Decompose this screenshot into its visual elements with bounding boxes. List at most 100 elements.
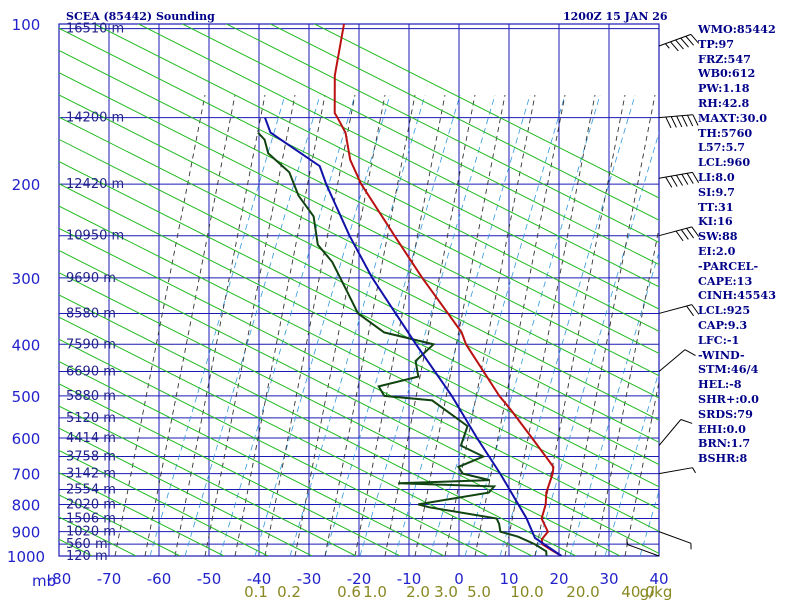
height-label: 2020 m bbox=[66, 497, 116, 512]
wind-barb-staff bbox=[658, 171, 693, 179]
height-label: 1506 m bbox=[66, 511, 116, 526]
height-label: 12420 m bbox=[66, 177, 124, 192]
wind-barb-flag bbox=[686, 305, 695, 317]
wind-barb bbox=[658, 531, 692, 550]
dry-adiabat-line bbox=[59, 227, 659, 532]
moist-adiabat-line bbox=[474, 94, 566, 556]
height-label: 3758 m bbox=[66, 449, 116, 464]
index-item: RH:42.8 bbox=[698, 95, 750, 110]
pressure-tick-label: 500 bbox=[12, 388, 41, 406]
dry-adiabat-line bbox=[59, 161, 659, 466]
height-label: 2554 m bbox=[66, 483, 116, 498]
wind-barb-flag bbox=[670, 41, 679, 52]
wind-barb-staff bbox=[658, 419, 682, 446]
mixing-ratio-line bbox=[324, 94, 461, 556]
mixing-ratio-line bbox=[149, 94, 286, 556]
dry-adiabat-lines bbox=[59, 24, 659, 556]
mixing-ratio-tick-label: 0.1 bbox=[244, 583, 268, 600]
wind-barb-flag bbox=[665, 176, 673, 188]
dry-adiabat-line bbox=[59, 427, 313, 556]
wind-barb-staff bbox=[658, 304, 692, 314]
dry-adiabat-line bbox=[59, 94, 659, 399]
wind-barb bbox=[658, 467, 696, 475]
temperature-tick-label: -80 bbox=[47, 570, 72, 588]
index-item: WMO:85442 bbox=[698, 22, 776, 36]
index-item: PW:1.18 bbox=[698, 81, 750, 96]
index-item: MAXT:30.0 bbox=[698, 110, 768, 125]
index-item: WB0:612 bbox=[698, 66, 756, 81]
mixing-ratio-tick-label: 40.0 bbox=[621, 583, 654, 600]
height-label: 7590 m bbox=[66, 337, 116, 352]
wind-barb-staff bbox=[658, 467, 693, 475]
wind-barb-flag bbox=[675, 230, 684, 242]
wind-barb-flag bbox=[675, 174, 683, 186]
dry-adiabat-line bbox=[59, 116, 659, 421]
index-item: TT:31 bbox=[698, 199, 734, 214]
wind-barb-staff bbox=[658, 114, 693, 119]
mixing-ratio-tick-label: 0.2 bbox=[277, 583, 301, 600]
temperature-tick-label: -70 bbox=[97, 570, 122, 588]
wind-barb-flag bbox=[687, 114, 694, 127]
moist-adiabat-line bbox=[324, 94, 416, 556]
dry-adiabat-line bbox=[59, 249, 659, 555]
dry-adiabat-line bbox=[137, 24, 659, 288]
height-label: 10950 m bbox=[66, 229, 124, 244]
dry-adiabat-line bbox=[59, 272, 621, 556]
moist-adiabat-line bbox=[534, 94, 626, 556]
dry-adiabat-line bbox=[59, 205, 659, 510]
mixing-ratio-tick-label: 10.0 bbox=[510, 583, 543, 600]
sounding-profiles bbox=[257, 24, 563, 556]
temperature-tick-label: -50 bbox=[197, 570, 222, 588]
pressure-tick-label: 300 bbox=[12, 270, 41, 288]
pressure-temperature-grid bbox=[58, 23, 660, 557]
height-label: 4414 m bbox=[66, 431, 116, 446]
wind-barb-flag bbox=[665, 116, 672, 129]
index-item: SHR+:0.0 bbox=[698, 391, 759, 406]
mixing-ratio-lines bbox=[149, 94, 659, 556]
wind-barb-flag bbox=[665, 43, 670, 49]
pressure-tick-label: 400 bbox=[12, 336, 41, 354]
mixing-ratio-tick-label: 20.0 bbox=[566, 583, 599, 600]
dry-adiabat-line bbox=[269, 24, 659, 221]
wind-barb-flag bbox=[670, 116, 677, 128]
temperature-profile-line bbox=[333, 24, 563, 556]
height-label: 9690 m bbox=[66, 271, 116, 286]
chart-timestamp: 1200Z 15 JAN 26 bbox=[563, 10, 668, 23]
mixing-ratio-unit-label: g/kg bbox=[640, 583, 673, 600]
pressure-tick-label: 900 bbox=[12, 524, 41, 542]
wind-barb-flag bbox=[685, 35, 695, 46]
index-item: KI:16 bbox=[698, 214, 733, 229]
wind-barb bbox=[658, 171, 700, 188]
index-item: LI:8.0 bbox=[698, 169, 735, 184]
height-labels: 16510 m 14200 m 12420 m 10950 m 9690 m 8580 m… bbox=[66, 22, 124, 564]
wind-barb bbox=[658, 349, 696, 372]
index-item: STM:46/4 bbox=[698, 362, 759, 377]
moist-adiabat-lines bbox=[114, 94, 659, 556]
wind-barb bbox=[626, 538, 660, 557]
pressure-tick-label: 200 bbox=[12, 176, 41, 194]
temperature-tick-label: 30 bbox=[599, 570, 618, 588]
wind-barb bbox=[658, 304, 700, 317]
moist-adiabat-line bbox=[384, 94, 476, 556]
wind-barb bbox=[658, 114, 699, 129]
wind-barb-flag bbox=[692, 467, 696, 474]
mixing-ratio-line bbox=[604, 370, 659, 556]
index-item: -PARCEL- bbox=[698, 258, 759, 273]
mixing-ratio-line bbox=[254, 94, 391, 556]
wind-barb-flag bbox=[676, 115, 683, 128]
wind-barb-flag bbox=[670, 175, 678, 187]
pressure-axis-labels: 100 200 300 400 500 600 700 800 900 1000 bbox=[7, 16, 45, 566]
wind-barb-flag bbox=[691, 304, 700, 315]
mixing-ratio-tick-label: 1.0 bbox=[363, 583, 387, 600]
mixing-ratio-line bbox=[219, 94, 356, 556]
dry-adiabat-line bbox=[225, 24, 659, 243]
wind-barb-flag bbox=[681, 115, 688, 127]
index-item: LFC:-1 bbox=[698, 332, 740, 347]
wind-barb-flag bbox=[686, 228, 695, 239]
chart-title: SCEA (85442) Sounding bbox=[66, 10, 215, 23]
wind-barb-staff bbox=[658, 349, 686, 372]
dry-adiabat-line bbox=[59, 72, 659, 377]
wind-barb-flag bbox=[690, 34, 700, 44]
wind-barb bbox=[658, 419, 693, 446]
